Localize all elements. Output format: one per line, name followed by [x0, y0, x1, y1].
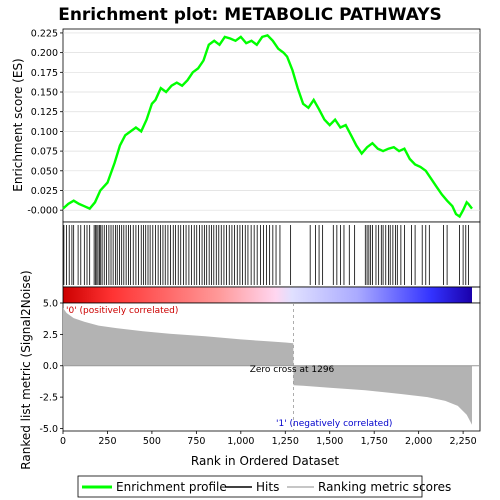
- es-y-axis-label: Enrichment score (ES): [11, 58, 25, 191]
- es-y-tick-label: 0.125: [31, 107, 58, 118]
- hits-frame: [62, 221, 481, 288]
- x-tick-label: 2,000: [405, 436, 432, 447]
- legend-label-metric: Ranking metric scores: [318, 480, 451, 494]
- ranking-metric-area: [63, 308, 472, 425]
- legend-label-hits: Hits: [256, 480, 279, 494]
- es-y-tick-label: 0.150: [31, 88, 58, 99]
- legend-label-enrichment: Enrichment profile: [116, 480, 227, 494]
- metric-y-tick-label: 2.5: [43, 330, 58, 341]
- enrichment-profile-line: [62, 33, 473, 219]
- metric-x-ticks: 0 250 500 750 1,000 1,250 1,500 1,750 2,000 2,250: [60, 431, 477, 447]
- es-y-tick-label: 0.050: [31, 166, 58, 177]
- x-tick-label: 250: [98, 436, 116, 447]
- zero-cross-label: Zero cross at 1296: [250, 365, 335, 375]
- metric-y-tick-label: 5.0: [43, 299, 58, 310]
- metric-panel: Zero cross at 1296 '0' (positively corre…: [19, 270, 481, 470]
- es-y-tick-label: 0.025: [31, 186, 58, 197]
- x-tick-label: 750: [187, 436, 205, 447]
- es-panel: -0.000 0.025 0.050 0.075 0.100 0.125 0.150 0.17…: [11, 28, 481, 223]
- x-tick-label: 1,250: [272, 436, 299, 447]
- es-gridlines: [63, 32, 480, 211]
- metric-y-tick-label: -5.0: [39, 424, 58, 435]
- negative-correlation-label: '1' (negatively correlated): [276, 419, 392, 429]
- x-tick-label: 1,000: [227, 436, 254, 447]
- hits-panel: [62, 221, 481, 288]
- es-y-tick-label: 0.075: [31, 147, 58, 158]
- rank-color-bar: [62, 286, 481, 304]
- legend: Enrichment profile Hits Ranking metric s…: [77, 475, 451, 498]
- es-plot-frame: [62, 28, 481, 223]
- x-tick-label: 2,250: [450, 436, 477, 447]
- hit-lines: [63, 225, 469, 285]
- metric-y-tick-label: -2.5: [39, 393, 58, 404]
- x-tick-label: 500: [143, 436, 161, 447]
- metric-y-tick-label: 0.0: [43, 361, 58, 372]
- metric-y-axis-label: Ranked list metric (Signal2Noise): [19, 270, 33, 469]
- x-axis-label: Rank in Ordered Dataset: [191, 454, 339, 468]
- es-y-tick-label: 0.200: [31, 48, 58, 59]
- x-tick-label: 0: [60, 436, 66, 447]
- positive-correlation-label: '0' (positively correlated): [66, 306, 178, 316]
- es-y-ticks: -0.000 0.025 0.050 0.075 0.100 0.125 0.150 0.17…: [27, 28, 63, 217]
- es-y-tick-label: 0.225: [31, 28, 58, 39]
- es-y-tick-label: -0.000: [27, 206, 58, 217]
- x-tick-label: 1,750: [361, 436, 388, 447]
- metric-y-ticks: -5.0 -2.5 0.0 2.5 5.0: [39, 299, 63, 435]
- chart-title: Enrichment plot: METABOLIC PATHWAYS: [58, 5, 442, 25]
- es-y-tick-label: 0.100: [31, 127, 58, 138]
- x-tick-label: 1,500: [316, 436, 343, 447]
- es-y-tick-label: 0.175: [31, 68, 58, 79]
- rank-gradient: [63, 287, 472, 303]
